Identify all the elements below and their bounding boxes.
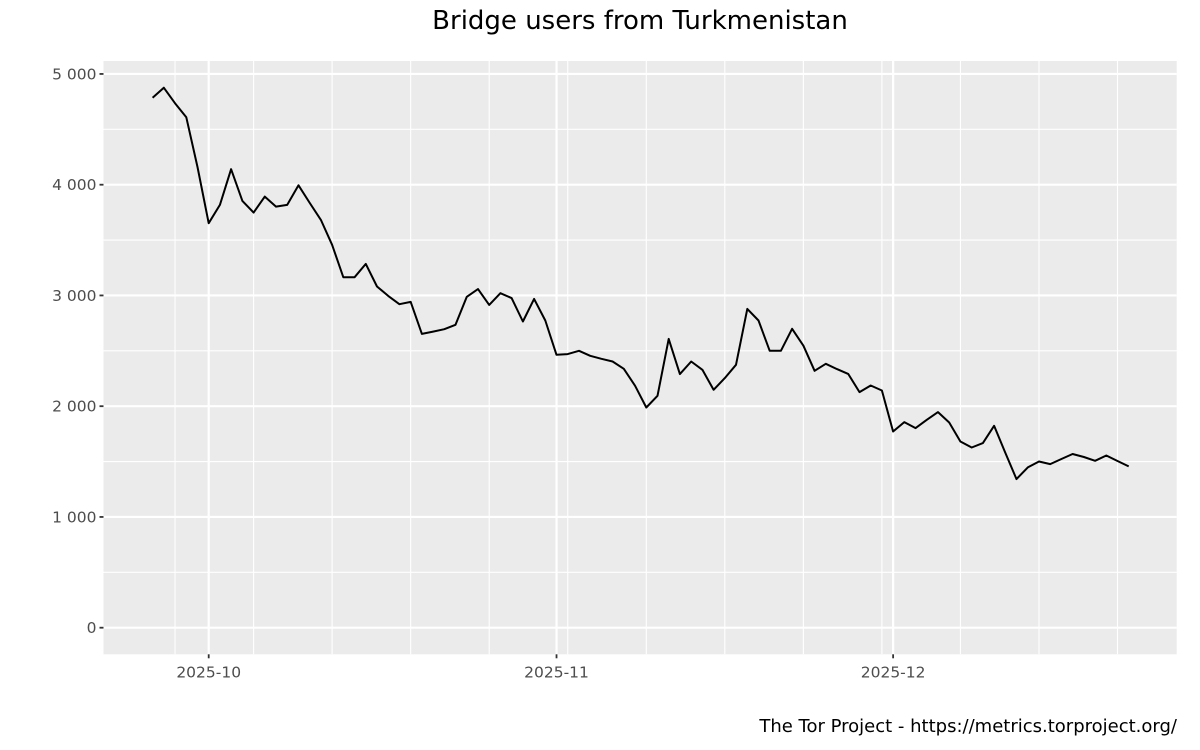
plot-panel [103,61,1177,655]
x-tick-label: 2025-12 [861,663,926,681]
y-tick-label: 0 [87,619,97,637]
y-axis: 0 1 000 2 000 3 000 4 000 5 000 [52,65,104,637]
y-tick-label: 4 000 [52,176,96,194]
minor-horizontal-gridlines [103,128,1177,573]
major-vertical-gridlines [207,61,895,655]
x-axis: 2025-10 2025-11 2025-12 [176,654,926,681]
chart-title-container: Bridge users from Turkmenistan [0,0,1200,50]
y-tick-label: 1 000 [52,508,96,526]
minor-vertical-gridlines [174,61,1119,655]
chart-title: Bridge users from Turkmenistan [432,6,848,36]
y-tick-label: 3 000 [52,287,96,305]
major-horizontal-gridlines [103,72,1177,629]
chart-caption: The Tor Project - https://metrics.torpro… [759,716,1177,737]
x-tick-label: 2025-11 [524,663,589,681]
x-tick-label: 2025-10 [176,663,241,681]
y-tick-label: 5 000 [52,65,96,83]
y-tick-label: 2 000 [52,398,96,416]
series-line-bridge-users [151,86,1130,481]
